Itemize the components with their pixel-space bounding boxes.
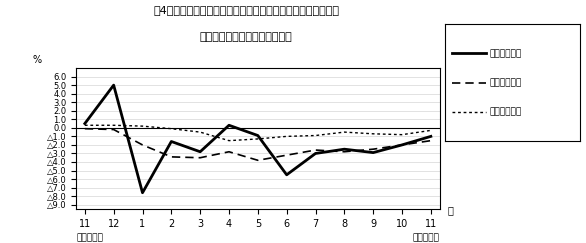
Text: 月: 月 bbox=[447, 205, 453, 215]
Text: 平成２１年: 平成２１年 bbox=[413, 233, 440, 242]
Text: （規模５人以上　調査産業計）: （規模５人以上 調査産業計） bbox=[200, 32, 292, 42]
Text: 総実労働時間: 総実労働時間 bbox=[490, 78, 522, 87]
Text: %: % bbox=[33, 55, 42, 65]
Text: 常用雇用指数: 常用雇用指数 bbox=[490, 107, 522, 116]
Text: 第4図　　賃金、労働時間、常用雇用指数対前年同月比の推移: 第4図 賃金、労働時間、常用雇用指数対前年同月比の推移 bbox=[153, 5, 339, 15]
Text: 平成２０年: 平成２０年 bbox=[76, 233, 103, 242]
Text: 現金給与総額: 現金給与総額 bbox=[490, 49, 522, 58]
